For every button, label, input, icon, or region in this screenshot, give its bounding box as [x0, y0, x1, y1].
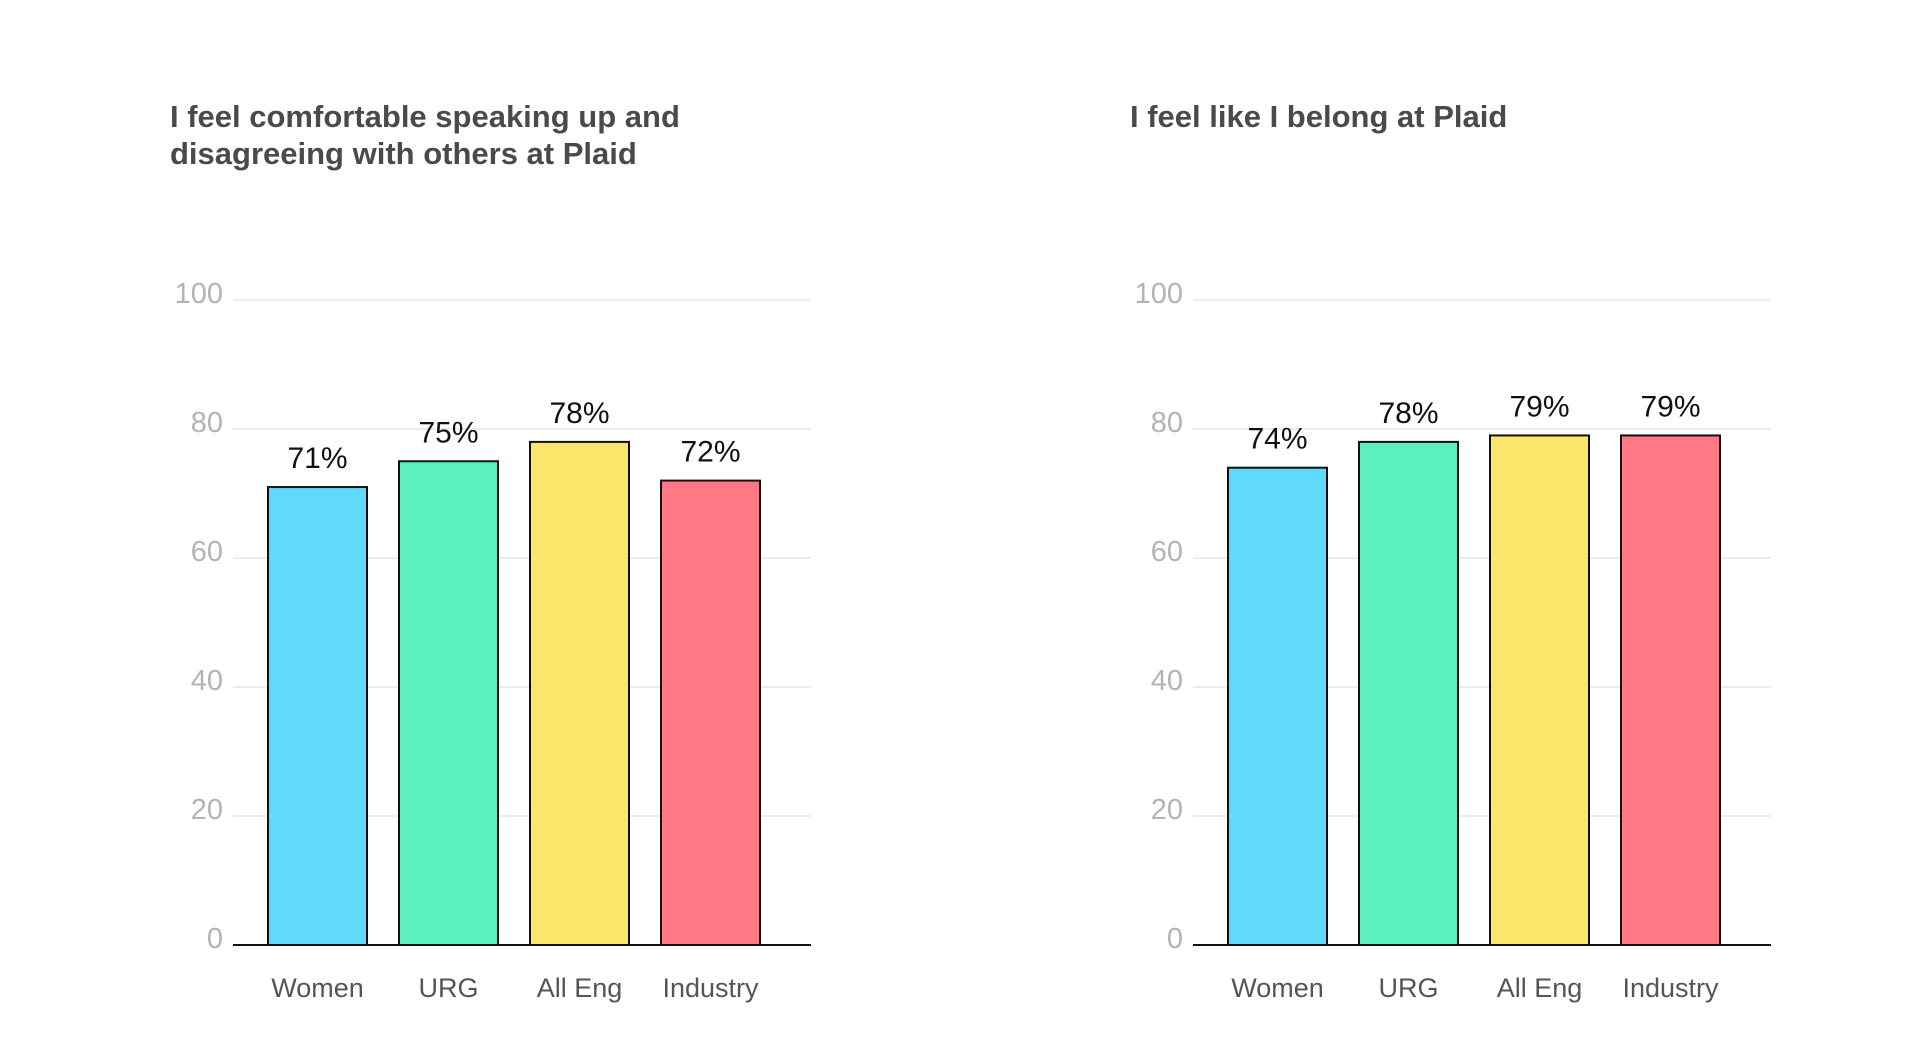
- bar-women: [267, 486, 368, 946]
- y-tick-label: 100: [175, 278, 223, 310]
- x-tick-label: URG: [419, 973, 479, 1003]
- x-tick-label: Women: [1231, 973, 1324, 1003]
- bar-chart: 0 20 40 60 80 100 74% Women 78% URG 79% All Eng 79% I…: [1135, 278, 1771, 1003]
- y-tick-label: 60: [1151, 536, 1183, 568]
- bar-urg: [1358, 440, 1459, 946]
- x-tick-label: URG: [1379, 973, 1439, 1003]
- value-label: 79%: [1509, 390, 1569, 423]
- y-tick-label: 20: [1151, 794, 1183, 826]
- chart-panel-speaking-up: I feel comfortable speaking up and disag…: [170, 99, 811, 1003]
- x-tick-label: All Eng: [537, 973, 623, 1003]
- y-tick-label: 40: [191, 665, 223, 697]
- x-tick-label: All Eng: [1497, 973, 1583, 1003]
- value-label: 75%: [418, 416, 478, 449]
- value-label: 71%: [287, 442, 347, 475]
- value-label: 79%: [1640, 390, 1700, 423]
- y-tick-label: 20: [191, 794, 223, 826]
- value-label: 78%: [1378, 397, 1438, 430]
- y-tick-label: 0: [1167, 923, 1183, 955]
- bar-urg: [398, 460, 499, 946]
- bar-industry: [1620, 434, 1721, 946]
- bar-industry: [660, 479, 761, 946]
- chart-panel-belonging: I feel like I belong at Plaid 0 20 40 60 80 1…: [960, 0, 1920, 1062]
- y-tick-label: 0: [207, 923, 223, 955]
- bar-women: [1227, 466, 1328, 946]
- chart-title: I feel like I belong at Plaid: [1130, 99, 1508, 134]
- value-label: 72%: [680, 436, 740, 469]
- x-tick-label: Women: [271, 973, 364, 1003]
- value-label: 74%: [1247, 423, 1307, 456]
- chart-title: I feel comfortable speaking up and disag…: [170, 99, 680, 171]
- y-tick-label: 100: [1135, 278, 1183, 310]
- bar-all-eng: [1489, 434, 1590, 946]
- y-tick-label: 80: [1151, 407, 1183, 439]
- y-tick-label: 80: [191, 407, 223, 439]
- y-tick-label: 60: [191, 536, 223, 568]
- x-tick-label: Industry: [662, 973, 759, 1003]
- bar-chart: 0 20 40 60 80 100 71% Women 75% URG 78% All Eng 72% I…: [175, 278, 811, 1003]
- value-label: 78%: [549, 397, 609, 430]
- bar-all-eng: [529, 440, 630, 946]
- y-tick-label: 40: [1151, 665, 1183, 697]
- x-tick-label: Industry: [1622, 973, 1719, 1003]
